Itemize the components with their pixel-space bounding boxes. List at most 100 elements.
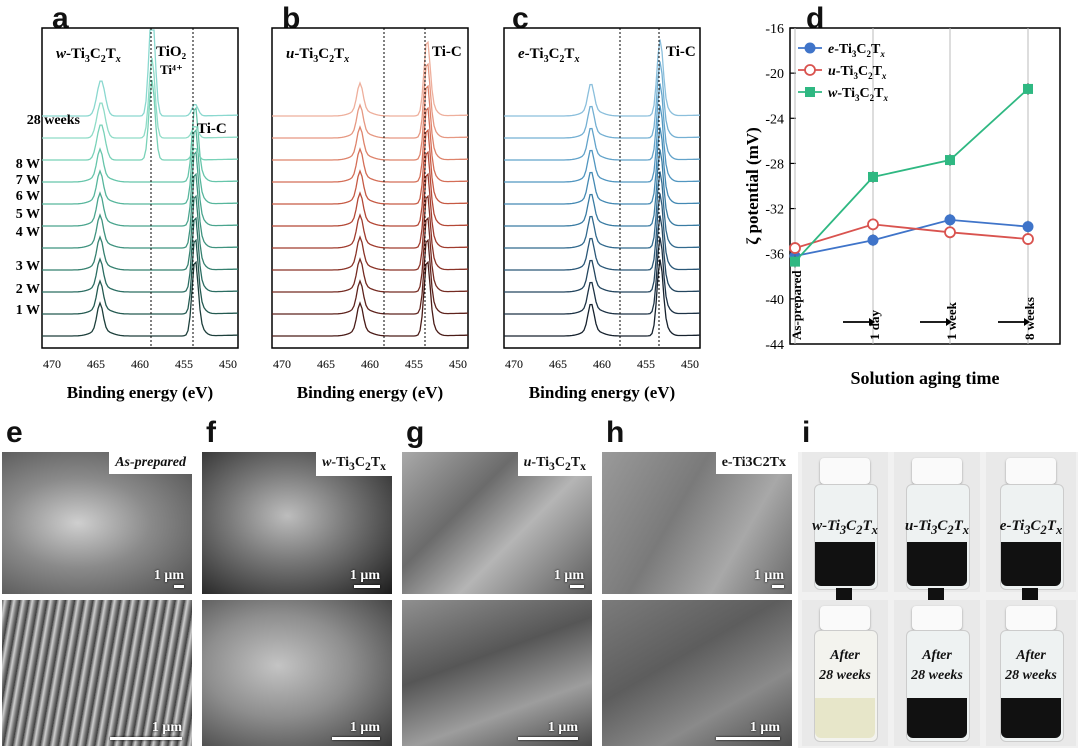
xps-trace — [42, 79, 239, 161]
xps-trace — [272, 238, 468, 315]
zeta-x-guides — [794, 28, 1029, 344]
xps-traces-c — [504, 39, 700, 337]
x-tick-label: 1 week — [944, 301, 959, 340]
sem-tag-f: w-Ti3C2Tx — [316, 452, 392, 476]
xps-trace — [272, 128, 468, 205]
scale-label: 1 μm — [349, 568, 380, 583]
xps-trace — [504, 83, 700, 161]
zeta-series — [789, 82, 1034, 268]
xps-trace — [272, 260, 468, 337]
vial-e-fresh: e-Ti3C2Tx — [986, 452, 1076, 592]
xps-trace — [42, 29, 239, 117]
zeta-xlabel: Solution aging time — [850, 368, 999, 388]
zeta-chart: -16 -20 -24 -28 -32 -36 -40 -44 ζ potential (mV… — [743, 22, 1061, 388]
xps-trace — [504, 39, 700, 117]
xps-trace — [504, 237, 700, 315]
series-line — [794, 223, 1029, 249]
sem-image-g-bottom: 1 μm — [402, 600, 592, 746]
data-point — [867, 234, 879, 246]
vial-after-label: After — [830, 648, 860, 663]
tick-label: 455 — [405, 357, 423, 371]
vial-label-u: u-Ti3C2Tx — [904, 518, 970, 537]
tick-label: 465 — [87, 357, 105, 371]
legend-marker — [805, 87, 815, 97]
scale-label: 1 μm — [547, 720, 578, 735]
sem-image-f-bottom: 1 μm — [202, 600, 392, 746]
tick-label: 465 — [549, 357, 567, 371]
xps-xlabel-b: Binding energy (eV) — [297, 383, 443, 402]
aging-label: 6 W — [16, 189, 40, 204]
data-point — [868, 171, 878, 182]
vial-u-fresh: u-Ti3C2Tx — [894, 452, 980, 592]
xps-trace — [272, 216, 468, 293]
arrow-icon — [946, 318, 952, 326]
tick-label: 470 — [43, 357, 61, 371]
xps-trace — [504, 193, 700, 271]
xps-panel-b: 470 465 460 455 450 Binding energy (eV) … — [271, 27, 469, 402]
tic-label-b: Ti-C — [432, 44, 462, 60]
sem-image-h-bottom: 1 μm — [602, 600, 792, 746]
xps-trace — [504, 171, 700, 249]
tio2-label: TiO₂ — [156, 44, 187, 60]
scale-label: 1 μm — [749, 720, 780, 735]
zeta-y-ticks: -16 -20 -24 -28 -32 -36 -40 -44 — [765, 22, 796, 353]
x-tick-label: As-prepared — [789, 270, 804, 340]
panel-label-g: g — [406, 416, 425, 449]
tick-label: 460 — [593, 357, 611, 371]
scale-bar — [716, 737, 780, 740]
y-tick-label: -32 — [765, 203, 784, 218]
scale-bar — [332, 737, 380, 740]
panel-label-b: b — [282, 2, 301, 35]
x-tick-label: 1 day — [867, 310, 882, 340]
tic-label-a: Ti-C — [197, 121, 227, 137]
data-point — [1022, 221, 1034, 233]
y-tick-label: -28 — [765, 157, 784, 172]
xps-trace — [42, 172, 239, 249]
series-line — [794, 218, 1029, 257]
xps-trace — [42, 106, 239, 183]
xps-panels: 470 465 460 455 450 Binding energy (eV) … — [16, 27, 701, 402]
legend-marker — [804, 42, 816, 54]
aging-label: 5 W — [16, 207, 40, 222]
y-tick-label: -44 — [765, 338, 784, 353]
xps-trace — [504, 149, 700, 227]
xps-trace — [272, 172, 468, 249]
sem-tag-g: u-Ti3C2Tx — [517, 452, 592, 476]
aging-label: 2 W — [16, 282, 40, 297]
vial-u-aged: After 28 weeks — [894, 600, 980, 746]
tick-label: 455 — [637, 357, 655, 371]
legend-marker — [804, 64, 816, 76]
xps-traces-a — [42, 29, 239, 337]
legend-label: w-Ti3C2Tx — [828, 86, 888, 103]
y-tick-label: -36 — [765, 248, 784, 263]
legend-label: e-Ti3C2Tx — [828, 42, 885, 59]
tick-label: 455 — [175, 357, 193, 371]
tick-label: 460 — [131, 357, 149, 371]
xps-trace — [272, 40, 468, 117]
vial-label-e: e-Ti3C2Tx — [999, 518, 1063, 537]
tick-label: 450 — [449, 357, 467, 371]
xps-trace — [504, 259, 700, 337]
panel-label-a: a — [52, 2, 69, 35]
xps-ticks-b: 470 465 460 455 450 — [273, 357, 467, 371]
panel-label-c: c — [512, 2, 529, 35]
xps-trace — [504, 127, 700, 205]
xps-trace — [272, 106, 468, 183]
sem-image-e-bottom: 1 μm — [2, 600, 192, 746]
xps-sample-label-a: w-Ti3C2Tx — [56, 46, 121, 65]
zeta-x-labels: As-prepared 1 day 1 week 8 weeks — [789, 270, 1037, 340]
data-point — [1023, 83, 1033, 94]
data-point — [867, 218, 879, 231]
series-line — [794, 88, 1029, 263]
xps-panel-c: 470 465 460 455 450 Binding energy (eV) … — [503, 27, 701, 402]
y-tick-label: -40 — [765, 293, 784, 308]
legend-label: u-Ti3C2Tx — [828, 64, 887, 81]
xps-trace — [42, 128, 239, 205]
aging-label: 3 W — [16, 259, 40, 274]
xps-sample-label-c: e-Ti3C2Tx — [518, 46, 579, 65]
y-tick-label: -16 — [765, 22, 784, 37]
xps-xlabel-c: Binding energy (eV) — [529, 383, 675, 402]
vial-label-w: w-Ti3C2Tx — [812, 518, 878, 537]
zeta-ylabel: ζ potential (mV) — [743, 127, 762, 245]
data-point — [790, 256, 800, 267]
